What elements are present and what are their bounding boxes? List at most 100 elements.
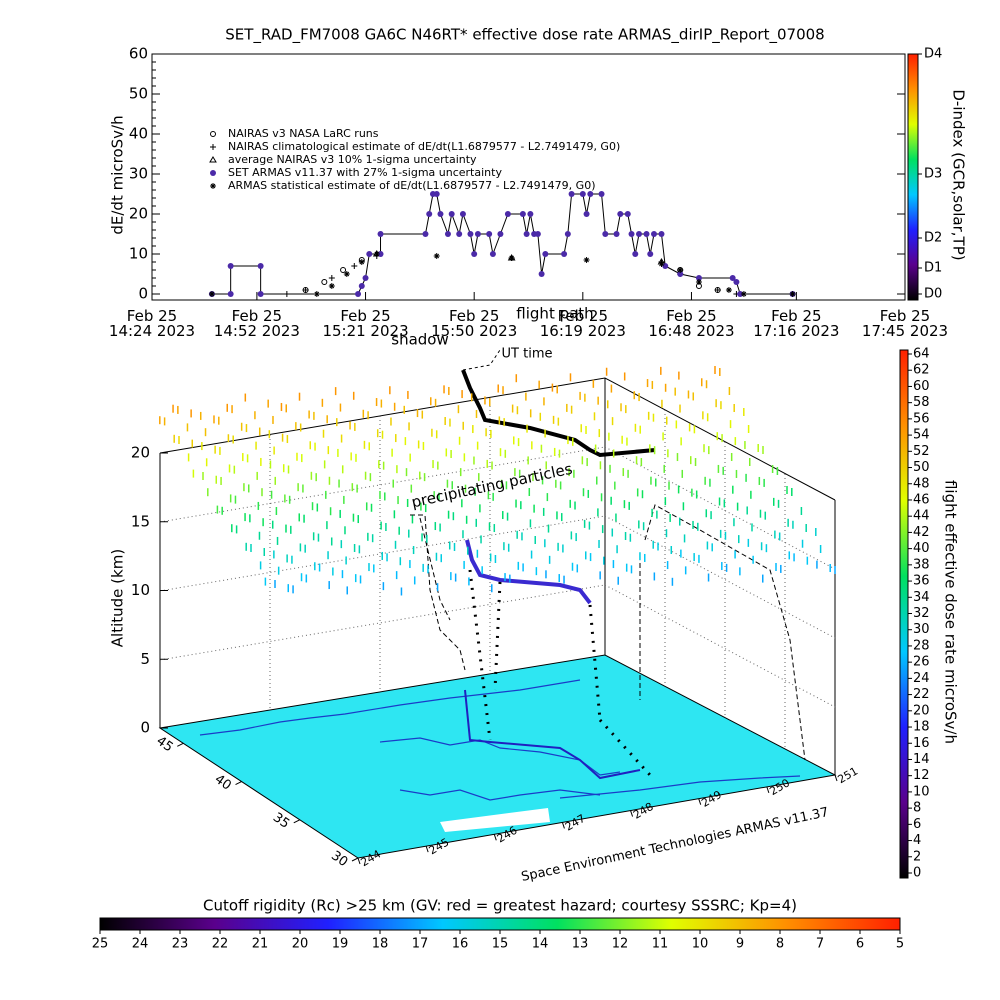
cb-tick-label: 5 <box>896 937 904 952</box>
marker <box>561 251 568 257</box>
marker <box>426 211 433 217</box>
marker <box>227 291 234 297</box>
c-tick-label: 0 <box>913 866 921 881</box>
annotation: shadow <box>391 331 448 349</box>
marker <box>358 259 365 265</box>
cb-tick-label: 14 <box>532 937 549 952</box>
lon-tick <box>834 774 838 782</box>
c-tick-label: 36 <box>913 574 930 589</box>
y-tick-label: 0 <box>138 285 148 303</box>
y2-tick-label: D2 <box>924 231 942 246</box>
z-tick-label: 10 <box>131 581 150 599</box>
y2-tick-label: D0 <box>924 287 942 302</box>
plot3d-frame <box>158 349 837 859</box>
c-tick-label: 60 <box>913 379 930 394</box>
z-label: Altitude (km) <box>109 549 127 647</box>
cb-tick-label: 24 <box>132 937 149 952</box>
c-tick-label: 30 <box>913 622 930 637</box>
marker <box>651 231 657 237</box>
marker <box>636 231 643 237</box>
lat-tick <box>235 781 242 785</box>
marker <box>366 251 373 257</box>
marker <box>209 156 217 163</box>
c-tick-label: 42 <box>913 525 930 540</box>
y-tick-label: 40 <box>129 125 148 143</box>
marker <box>542 251 549 257</box>
cb-tick-label: 16 <box>452 937 469 952</box>
c-tick-label: 50 <box>913 460 930 475</box>
marker <box>489 251 496 257</box>
z-tick-label: 15 <box>131 512 150 530</box>
lon-tick <box>493 834 497 841</box>
marker <box>351 263 358 269</box>
y-label: dE/dt microSv/h <box>109 115 127 234</box>
dindex-colorbar <box>907 53 919 301</box>
cb-tick-label: 13 <box>572 937 589 952</box>
c-tick-label: 38 <box>913 557 930 572</box>
ground-track <box>464 689 641 780</box>
marker <box>210 183 216 189</box>
marker <box>613 231 620 237</box>
marker <box>433 253 440 259</box>
marker <box>373 251 380 257</box>
marker <box>377 231 384 237</box>
map-patch <box>440 808 550 832</box>
x-tick-label-line: 17:16 2023 <box>753 322 839 340</box>
flight-path-top <box>461 369 656 458</box>
marker <box>658 261 665 267</box>
cb-tick-label: 9 <box>736 937 744 952</box>
grid3d <box>159 398 836 748</box>
z-tick-label: 20 <box>131 444 150 462</box>
marker <box>733 279 740 285</box>
marker <box>433 191 440 197</box>
cb-tick-label: 17 <box>412 937 429 952</box>
cb-tick-label: 7 <box>816 937 824 952</box>
marker <box>504 211 511 217</box>
c-tick-label: 62 <box>913 363 930 378</box>
annotation: UT time <box>502 347 553 362</box>
x-tick-label-line: 17:45 2023 <box>862 322 948 340</box>
marker <box>422 231 429 237</box>
marker <box>486 231 493 237</box>
x-tick-label-line: Feb 25 <box>232 307 282 325</box>
annotation: flight path <box>516 305 593 323</box>
marker <box>210 131 216 137</box>
x-tick-label-line: 14:52 2023 <box>214 322 300 340</box>
x-tick-label-line: 15:21 2023 <box>322 322 408 340</box>
cb-tick-label: 15 <box>492 937 509 952</box>
x-tick-label-line: Feb 25 <box>127 307 177 325</box>
lon-tick <box>357 857 361 865</box>
legend-label: NAIRAS v3 NASA LaRC runs <box>228 127 379 140</box>
x-tick-label-line: 16:19 2023 <box>540 322 626 340</box>
marker <box>328 283 335 289</box>
cb-tick-label: 20 <box>292 937 309 952</box>
x-tick-label: Feb 25 15:21 2023 <box>322 307 408 340</box>
marker <box>210 144 216 150</box>
marker <box>210 170 216 176</box>
x-tick-label: Feb 25 17:16 2023 <box>753 307 839 340</box>
flight-drop <box>468 569 652 777</box>
c-tick-label: 14 <box>913 752 930 767</box>
marker <box>725 287 732 293</box>
lon-tick <box>766 786 770 794</box>
marker <box>444 231 451 237</box>
marker <box>643 231 650 237</box>
marker <box>598 191 605 197</box>
lon-tick <box>425 845 429 853</box>
y-tick-label: 10 <box>129 245 148 263</box>
marker <box>227 263 234 269</box>
cb-tick-label: 18 <box>372 937 389 952</box>
c-tick-label: 28 <box>913 638 930 653</box>
c-tick-label: 46 <box>913 492 930 507</box>
x-tick-label-line: Feb 25 <box>340 307 390 325</box>
legend-label: average NAIRAS v3 10% 1-sigma uncertaint… <box>228 153 477 166</box>
lon-tick <box>698 798 702 805</box>
marker <box>328 275 335 281</box>
y2-tick-label: D4 <box>924 47 942 62</box>
marker <box>564 231 571 237</box>
marker <box>340 267 347 273</box>
marker <box>467 231 474 237</box>
cb-tick-label: 23 <box>172 937 189 952</box>
marker <box>568 191 575 197</box>
marker <box>257 291 264 297</box>
